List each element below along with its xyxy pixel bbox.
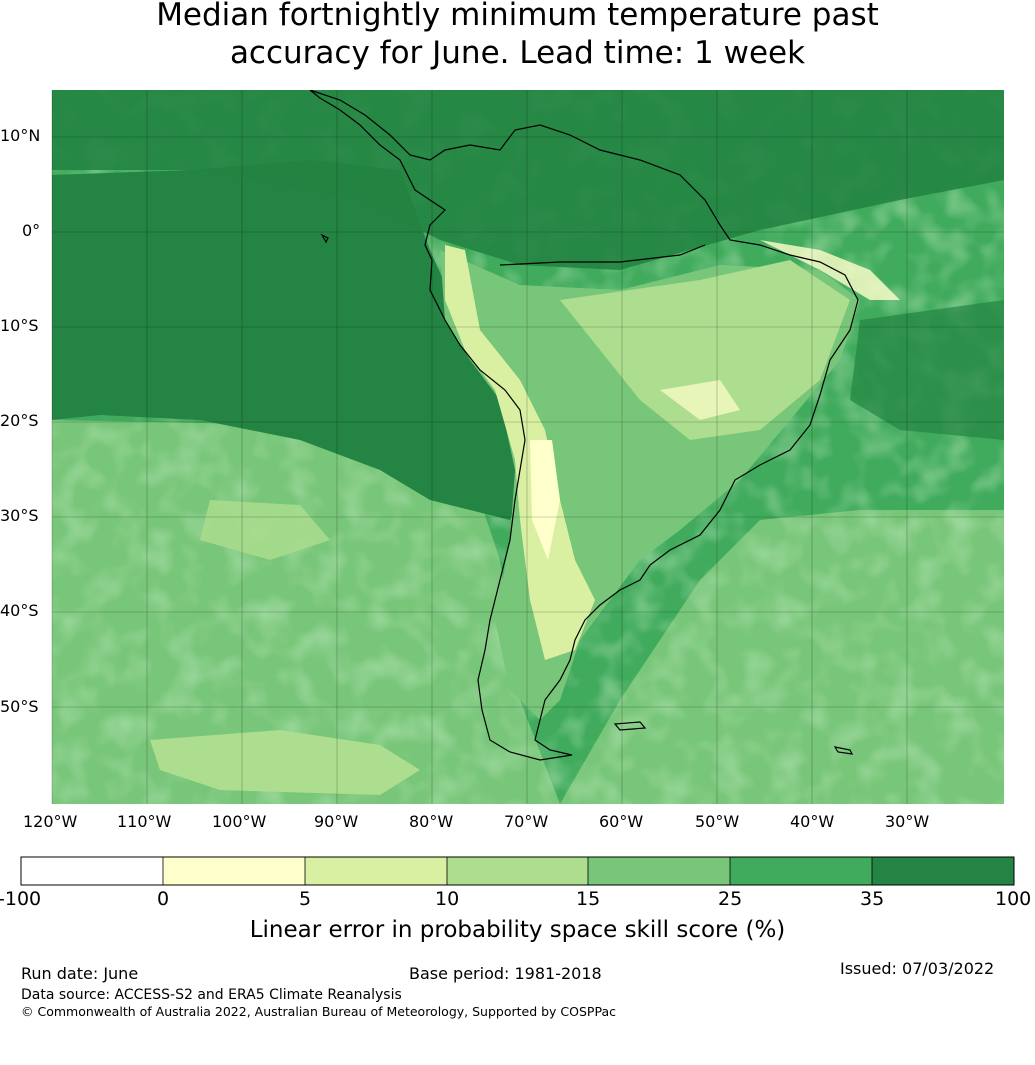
falkland-islands — [613, 721, 647, 731]
lon-label-30w: 30°W — [885, 812, 930, 831]
south-georgia — [833, 746, 854, 755]
lon-label-40w: 40°W — [790, 812, 835, 831]
colorbar-bin-10-15 — [447, 857, 588, 885]
colorbar-tick-10: 10 — [435, 888, 460, 910]
colorbar-bin-25-35 — [730, 857, 872, 885]
lat-label-10n: 10°N — [0, 126, 41, 145]
colorbar-bin-35-100 — [872, 857, 1014, 885]
copyright: © Commonwealth of Australia 2022, Austra… — [21, 1004, 616, 1019]
lon-label-120w: 120°W — [23, 812, 78, 831]
field-tropical-atlantic — [850, 300, 1004, 440]
lon-label-80w: 80°W — [409, 812, 454, 831]
lat-label-10s: 10°S — [0, 316, 39, 335]
colorbar-bin-5-10 — [305, 857, 447, 885]
skill-field — [52, 90, 1004, 804]
colorbar-tick-0: 0 — [157, 888, 170, 910]
colorbar-tick-25: 25 — [718, 888, 743, 910]
colorbar-title: Linear error in probability space skill … — [249, 917, 786, 943]
colorbar-bin-15-25 — [588, 857, 730, 885]
colorbar-tick-neg100: -100 — [0, 888, 42, 910]
colorbar-tick-35: 35 — [860, 888, 885, 910]
lat-label-40s: 40°S — [0, 601, 39, 620]
colorbar — [20, 856, 1015, 886]
field-caribbean — [52, 90, 1004, 270]
field-southern-light — [150, 730, 420, 795]
coastlines — [309, 90, 859, 761]
field-andes — [445, 245, 595, 660]
colorbar-tick-100: 100 — [995, 888, 1032, 910]
colorbar-frame — [20, 856, 1015, 886]
colorbar-bin-0-5 — [163, 857, 305, 885]
map-title: Median fortnightly minimum temperature p… — [0, 0, 1035, 72]
data-source: Data source: ACCESS-S2 and ERA5 Climate … — [21, 987, 402, 1003]
gridlines — [51, 90, 1004, 804]
field-brazil-plateau — [560, 260, 850, 440]
lon-label-70w: 70°W — [504, 812, 549, 831]
lon-label-90w: 90°W — [314, 812, 359, 831]
lon-label-110w: 110°W — [117, 812, 172, 831]
colorbar-bin-neg100-0 — [21, 857, 163, 885]
field-brazil-patch — [660, 380, 740, 420]
lat-label-0: 0° — [22, 221, 41, 240]
amazon-river — [499, 244, 706, 266]
lon-label-50w: 50°W — [695, 812, 740, 831]
colorbar-tick-15: 15 — [576, 888, 601, 910]
galapagos — [320, 233, 329, 244]
lon-label-100w: 100°W — [212, 812, 267, 831]
lat-label-30s: 30°S — [0, 506, 39, 525]
colorbar-tick-5: 5 — [299, 888, 312, 910]
base-period: Base period: 1981-2018 — [409, 964, 602, 983]
field-pacific-light — [200, 500, 330, 560]
field-andes-peak — [530, 440, 560, 560]
title-line-1: Median fortnightly minimum temperature p… — [156, 0, 879, 33]
run-date: Run date: June — [21, 964, 139, 983]
issued-date: Issued: 07/03/2022 — [840, 959, 995, 978]
field-ne-brazil — [760, 240, 900, 300]
coast-south-america — [309, 90, 859, 761]
lat-label-20s: 20°S — [0, 411, 39, 430]
lat-label-50s: 50°S — [0, 697, 39, 716]
lon-label-60w: 60°W — [599, 812, 644, 831]
field-tropical-pacific — [52, 160, 525, 520]
title-line-2: accuracy for June. Lead time: 1 week — [229, 35, 806, 71]
